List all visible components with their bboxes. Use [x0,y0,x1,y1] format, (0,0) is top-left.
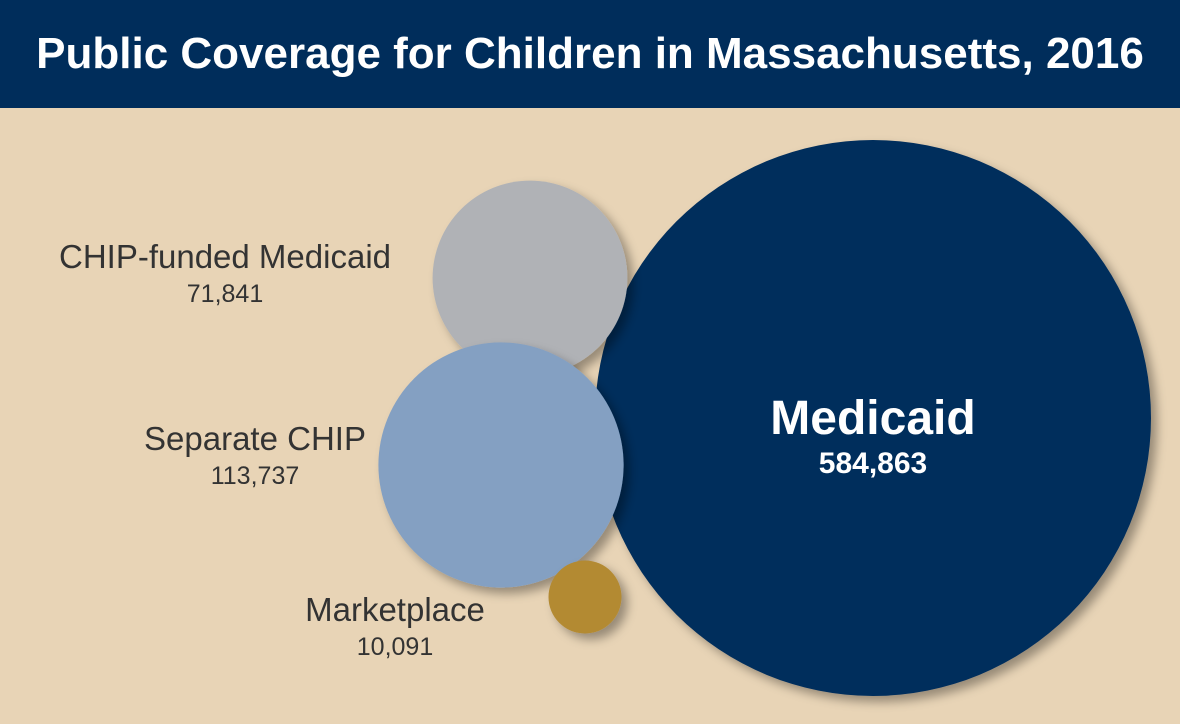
chart-title: Public Coverage for Children in Massachu… [36,29,1144,78]
value-medicaid: 584,863 [819,447,927,480]
label-chip-funded-medicaid: CHIP-funded Medicaid [59,238,391,275]
bubble-medicaid [595,140,1151,696]
label-separate-chip: Separate CHIP [144,420,366,457]
value-separate-chip: 113,737 [211,462,300,490]
bubble-separate-chip [378,342,624,588]
value-marketplace: 10,091 [357,633,433,661]
label-marketplace: Marketplace [305,591,485,628]
label-medicaid: Medicaid [770,392,975,445]
value-chip-funded-medicaid: 71,841 [187,280,263,308]
bubble-marketplace [548,560,622,634]
bubble-chip-funded-medicaid [432,180,628,376]
chart-header: Public Coverage for Children in Massachu… [0,0,1180,108]
